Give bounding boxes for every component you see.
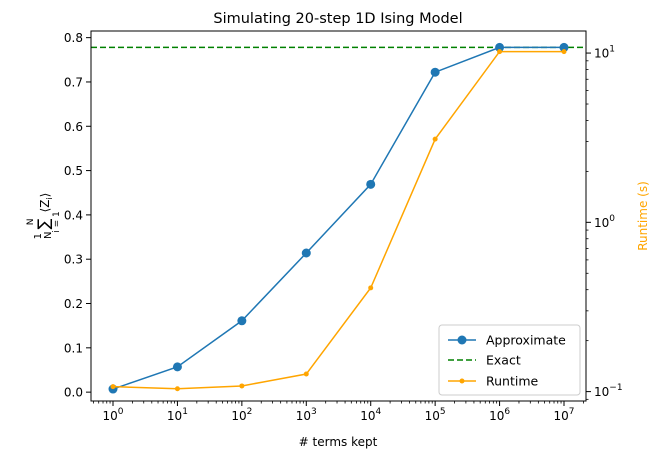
x-tick-label: 103 <box>296 407 317 423</box>
x-tick-label: 100 <box>102 407 123 423</box>
y-tick-label: 0.1 <box>64 341 83 355</box>
y-tick-label: 0.7 <box>64 75 83 89</box>
y-tick-label: 0.0 <box>64 386 83 400</box>
legend-entry-exact: Exact <box>448 353 521 368</box>
legend-box <box>438 324 581 396</box>
x-tick-label: 106 <box>489 407 510 423</box>
y-tick-label: 0.8 <box>64 31 83 45</box>
runtime-point <box>174 386 180 392</box>
approximate-point <box>172 362 182 372</box>
runtime-point <box>497 49 503 55</box>
y-tick-label: 0.2 <box>64 297 83 311</box>
series-approximate-line <box>112 46 564 390</box>
ylabel-fraction: 1 <box>33 233 44 239</box>
svg-text:1N∑i = 1N⟨Zi⟩: 1N∑i = 1N⟨Zi⟩ <box>26 193 62 240</box>
runtime-point <box>368 285 374 291</box>
x-tick-label: 105 <box>425 407 446 423</box>
y-tick-label: 0.6 <box>64 120 83 134</box>
ylabel-sum: ∑ <box>34 218 53 229</box>
x-tick-label: 101 <box>167 407 188 423</box>
y-axis-label: 1N∑i = 1N⟨Zi⟩ <box>26 193 62 240</box>
runtime-point <box>303 371 309 377</box>
y-tick-label: 0.4 <box>64 208 83 222</box>
approximate-point <box>430 67 440 77</box>
x-tick-label: 107 <box>553 407 574 423</box>
y2-axis-ticks: 10−1 100 101 <box>586 45 623 400</box>
legend-entry-approximate: Approximate <box>448 333 566 348</box>
x-axis-ticks: 100 101 102 103 104 105 106 107 <box>93 401 584 423</box>
legend-entry-runtime: Runtime <box>448 374 539 389</box>
x-tick-label: 104 <box>360 407 381 423</box>
approximate-point <box>301 248 311 258</box>
svg-text:Exact: Exact <box>486 353 521 368</box>
axes-frame <box>90 30 587 402</box>
y2-tick-label: 100 <box>594 214 615 230</box>
y2-tick-label: 101 <box>594 45 615 61</box>
y2-tick-label: 10−1 <box>594 383 623 399</box>
plot-area <box>91 42 586 394</box>
x-axis-label: # terms kept <box>299 435 378 449</box>
x-tick-label: 102 <box>231 407 252 423</box>
svg-text:Approximate: Approximate <box>486 333 566 348</box>
series-runtime-line <box>112 50 564 390</box>
y-tick-label: 0.5 <box>64 164 83 178</box>
approximate-point <box>495 42 505 52</box>
y2-axis-label: Runtime (s) <box>636 181 650 251</box>
runtime-point <box>561 49 567 55</box>
approximate-point <box>237 316 247 326</box>
runtime-point <box>110 384 116 390</box>
approximate-point <box>366 179 376 189</box>
chart-title: Simulating 20-step 1D Ising Model <box>213 11 462 27</box>
runtime-point <box>432 136 438 142</box>
y-axis-ticks: 0.0 0.1 0.2 0.3 0.4 0.5 0.6 0.7 0.8 <box>64 31 91 400</box>
runtime-point <box>239 383 245 389</box>
svg-text:Runtime: Runtime <box>486 374 539 389</box>
approximate-point <box>559 42 569 52</box>
y-tick-label: 0.3 <box>64 253 83 267</box>
legend: Approximate Exact Runtime <box>438 324 581 396</box>
